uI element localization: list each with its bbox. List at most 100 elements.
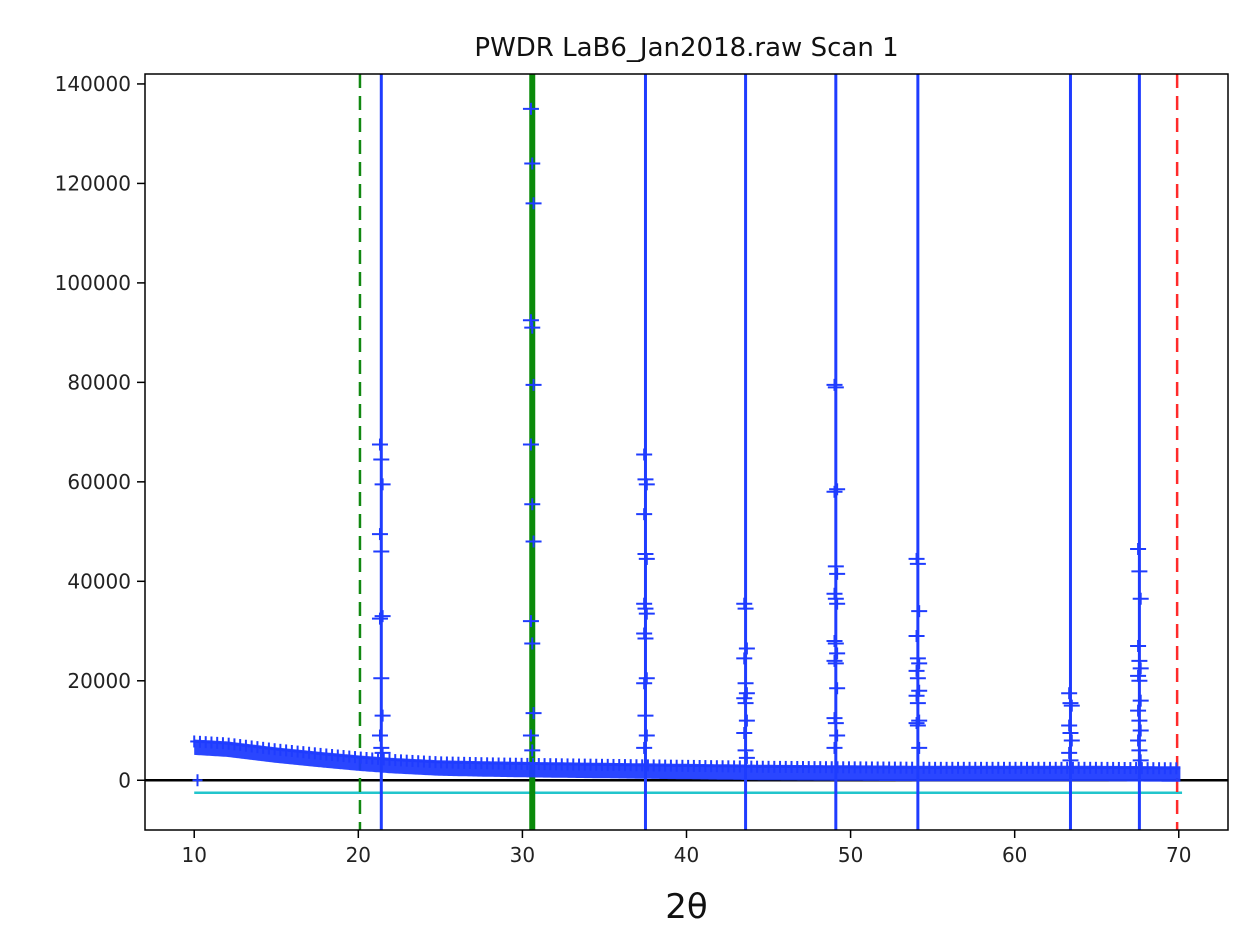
data-point: [371, 729, 388, 742]
data-point: [826, 654, 843, 667]
data-point: [1132, 592, 1149, 605]
data-point: [1132, 724, 1149, 737]
data-point: [738, 751, 755, 764]
data-point: [374, 610, 391, 623]
data-point: [636, 677, 653, 690]
data-point: [637, 632, 654, 645]
data-point: [1131, 565, 1148, 578]
data-point: [736, 652, 753, 665]
data-point: [829, 647, 846, 660]
data-point: [1131, 744, 1148, 757]
data-point: [638, 607, 655, 620]
data-point: [373, 453, 390, 466]
x-tick-label: 40: [674, 843, 699, 867]
observed-markers: [190, 102, 1181, 787]
data-point: [522, 314, 539, 327]
data-point: [911, 741, 928, 754]
observed-baseline-band: [194, 739, 1181, 782]
data-point: [522, 438, 539, 451]
data-point: [1130, 542, 1147, 555]
data-point: [522, 729, 539, 742]
data-point: [192, 774, 203, 787]
x-tick-label: 50: [838, 843, 863, 867]
data-point: [827, 637, 844, 650]
data-point: [908, 630, 925, 643]
y-tick-label: 120000: [55, 171, 131, 195]
data-point: [374, 478, 391, 491]
data-point: [638, 478, 655, 491]
data-point: [1172, 762, 1181, 775]
data-point: [827, 381, 844, 394]
data-point: [374, 746, 391, 759]
data-point: [1130, 734, 1147, 747]
data-point: [911, 657, 928, 670]
data-point: [522, 615, 539, 628]
y-tick-label: 100000: [55, 271, 131, 295]
x-tick-label: 10: [182, 843, 207, 867]
data-point: [1062, 697, 1079, 710]
y-tick-label: 80000: [67, 370, 131, 394]
data-point: [1131, 674, 1148, 687]
data-point: [737, 677, 754, 690]
data-point: [371, 528, 388, 541]
data-point: [1132, 754, 1149, 767]
data-point: [1063, 734, 1080, 747]
data-point: [638, 729, 655, 742]
data-point: [909, 719, 926, 732]
data-point: [1062, 727, 1079, 740]
data-point: [524, 744, 541, 757]
data-point: [525, 197, 542, 210]
data-point: [737, 697, 754, 710]
data-point: [911, 605, 928, 618]
data-point: [374, 709, 391, 722]
data-point: [908, 689, 925, 702]
data-point: [1061, 746, 1078, 759]
data-point: [373, 672, 390, 685]
data-point: [829, 597, 846, 610]
x-axis: 10 20 30 40 50 60 70: [182, 830, 1191, 867]
data-point: [1132, 662, 1149, 675]
data-point: [1130, 639, 1147, 652]
data-point: [524, 157, 541, 170]
data-point: [1131, 654, 1148, 667]
chart-title: PWDR LaB6_Jan2018.raw Scan 1: [474, 33, 898, 63]
data-point: [738, 642, 755, 655]
data-point: [827, 560, 844, 573]
y-tick-label: 0: [118, 768, 131, 792]
data-point: [636, 448, 653, 461]
data-point: [827, 717, 844, 730]
data-point: [826, 635, 843, 647]
y-tick-label: 60000: [67, 470, 131, 494]
y-axis: 0 20000 40000 60000 80000 100000 120000 140000: [55, 72, 145, 792]
plot-frame: [144, 73, 1229, 831]
data-point: [1130, 704, 1147, 717]
data-point: [1061, 719, 1078, 732]
data-point: [908, 664, 925, 677]
data-point: [829, 729, 846, 742]
data-point: [909, 672, 926, 685]
data-point: [1061, 687, 1078, 700]
data-point: [827, 657, 844, 670]
data-point: [1063, 699, 1080, 712]
data-point: [1131, 714, 1148, 727]
data-point: [371, 438, 388, 451]
y-tick-label: 140000: [55, 72, 131, 96]
data-point: [637, 709, 654, 722]
data-point: [736, 727, 753, 740]
x-axis-label: 2θ: [665, 887, 707, 927]
data-point: [1062, 754, 1079, 767]
data-point: [908, 717, 925, 730]
x-tick-label: 70: [1166, 843, 1191, 867]
data-point: [638, 552, 655, 565]
x-tick-label: 30: [510, 843, 535, 867]
data-point: [737, 602, 754, 615]
y-tick-label: 40000: [67, 569, 131, 593]
data-point: [636, 741, 653, 754]
data-point: [524, 498, 541, 511]
data-point: [826, 378, 843, 391]
data-point: [522, 102, 539, 115]
data-point: [525, 378, 542, 391]
data-point: [371, 612, 388, 625]
plot-area: [145, 74, 1228, 830]
